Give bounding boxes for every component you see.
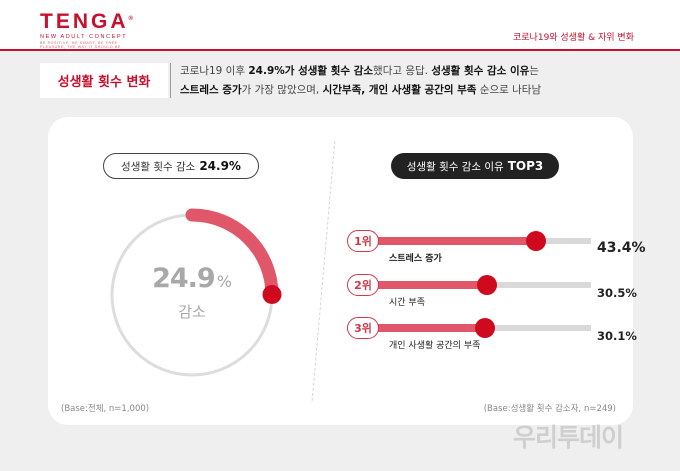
summary-highlight: 24.9%가 성생활 횟수 감소 <box>248 65 374 77</box>
section-label-box: 성생활 횟수 변화 <box>40 63 168 98</box>
reason-value: 30.1% <box>597 329 637 343</box>
center-unit: % <box>216 272 232 291</box>
donut-center-value: 24.9% <box>132 263 252 294</box>
logo-tagline-2: PLEASURE, THE WAY IT SHOULD BE <box>40 45 121 50</box>
card-separator <box>311 141 336 401</box>
reason-value: 30.5% <box>597 286 637 300</box>
bar-knob <box>476 275 497 295</box>
reason-row-3: 3위 개인 사생활 공간의 부족 30.1% <box>347 317 637 357</box>
donut-knob <box>262 285 282 304</box>
summary-part: 순으로 나타남 <box>476 83 542 96</box>
summary-line-2: 스트레스 증가가 가장 많았으며, 시간부족, 개인 사생활 공간의 부족 순으… <box>180 81 660 100</box>
header-divider <box>0 49 680 51</box>
summary-highlight: 시간부족, 개인 사생활 공간의 부족 <box>322 83 477 96</box>
summary-part: 했다고 응답. <box>373 65 432 77</box>
summary-highlight: 성생활 횟수 감소 이유 <box>431 65 530 77</box>
reasons-title-pill: 성생활 횟수 감소 이유 TOP3 <box>391 153 559 179</box>
section-divider <box>170 63 171 98</box>
donut-arc <box>185 208 279 301</box>
report-topic: 코로나19와 성생활 & 자위 변화 <box>513 33 634 43</box>
rank-badge: 1위 <box>347 230 379 252</box>
summary-part: 는 <box>529 65 539 77</box>
reason-label: 스트레스 증가 <box>389 254 442 264</box>
donut-center-label: 감소 <box>178 303 206 321</box>
registered-mark: ® <box>128 16 136 22</box>
decrease-donut-chart <box>110 208 282 377</box>
logo-subtitle: NEW ADULT CONCEPT <box>40 34 128 40</box>
logo-word: TENGA <box>40 10 129 33</box>
base-note-right: (Base:성생활 횟수 감소자, n=249) <box>483 404 616 414</box>
decrease-title-value: 24.9% <box>199 159 241 173</box>
bar-fill <box>371 281 487 289</box>
tenga-logo: TENGA® NEW ADULT CONCEPT BE POSITIVE, BE… <box>40 8 136 50</box>
reason-label: 개인 사생활 공간의 부족 <box>389 341 481 351</box>
bar-fill <box>371 324 486 332</box>
chart-card: 성생활 횟수 감소 24.9% 24.9% 감소 (Base:전체, n=1,0… <box>48 117 646 425</box>
base-note-left: (Base:전체, n=1,000) <box>61 404 150 414</box>
summary-highlight: 스트레스 증가 <box>180 83 242 96</box>
decrease-title-pill: 성생활 횟수 감소 24.9% <box>103 153 259 179</box>
reasons-title-bold: TOP3 <box>507 159 544 173</box>
rank-badge: 3위 <box>347 317 379 339</box>
watermark: 우리투데이 <box>513 423 624 452</box>
reasons-title-text: 성생활 횟수 감소 이유 <box>406 160 504 173</box>
header-bar: TENGA® NEW ADULT CONCEPT BE POSITIVE, BE… <box>0 0 680 50</box>
bar-knob <box>525 231 546 251</box>
reason-row-1: 1위 스트레스 증가 43.4% <box>347 230 646 270</box>
summary-text: 코로나19 이후 24.9%가 성생활 횟수 감소했다고 응답. 성생활 횟수 … <box>180 62 660 99</box>
center-number: 24.9 <box>152 263 216 294</box>
bar-fill <box>371 237 536 245</box>
logo-tagline-1: BE POSITIVE, BE SMART, BE FREE <box>40 41 118 45</box>
rank-badge: 2위 <box>347 274 379 296</box>
reason-value: 43.4% <box>597 240 646 256</box>
summary-line-1: 코로나19 이후 24.9%가 성생활 횟수 감소했다고 응답. 성생활 횟수 … <box>180 62 660 81</box>
reason-label: 시간 부족 <box>389 298 425 308</box>
bar-knob <box>475 318 496 338</box>
reason-row-2: 2위 시간 부족 30.5% <box>347 274 637 314</box>
section-label: 성생활 횟수 변화 <box>57 75 151 90</box>
summary-part: 코로나19 이후 <box>180 65 249 77</box>
decrease-title-text: 성생활 횟수 감소 <box>121 160 196 173</box>
summary-part: 가 가장 많았으며, <box>241 83 323 96</box>
